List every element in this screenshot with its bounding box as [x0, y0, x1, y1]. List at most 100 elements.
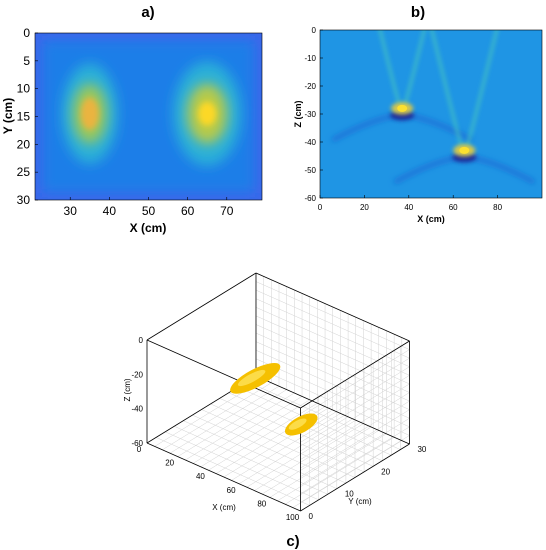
y-tick-label: 15	[17, 110, 31, 124]
y-axis-label: Z (cm)	[293, 100, 303, 127]
objects	[230, 363, 318, 436]
y-tick-label: 5	[23, 54, 30, 68]
x-axis-label: X (cm)	[130, 221, 167, 235]
x-tick-label: 0	[318, 203, 323, 212]
box-grid	[146, 272, 410, 512]
grid-line	[255, 298, 410, 367]
y-tick-label: 0	[312, 26, 317, 35]
y-tick-label: 0	[309, 512, 314, 521]
z-tick-label: -40	[131, 405, 143, 414]
x-ticks: 30 40 50 60 70	[64, 197, 234, 218]
grid-line	[300, 400, 410, 469]
x-tick-label: 80	[493, 203, 502, 212]
x-tick-label: 20	[165, 459, 174, 468]
z-axis-label: Z (cm)	[123, 378, 132, 401]
grid-line	[255, 332, 410, 402]
box-edge	[146, 442, 301, 512]
z-tick-label: 0	[139, 336, 144, 345]
hyperbola-apex	[397, 104, 408, 112]
y-tick-label: 20	[17, 137, 31, 151]
x-tick-label: 100	[286, 513, 300, 522]
panel-b-label: b)	[411, 4, 425, 21]
grid-line	[155, 437, 310, 506]
x-ticks: 0 20 40 60 80	[318, 195, 503, 212]
grid-line	[246, 381, 401, 450]
grid-line	[255, 350, 410, 419]
box-edge	[300, 443, 410, 512]
panel-a-label: a)	[141, 4, 154, 21]
grid-line	[255, 307, 410, 376]
x-tick-label: 40	[404, 203, 413, 212]
y-ticks: 0 -10 -20 -30 -40 -50 -60	[304, 26, 323, 203]
grid-line	[300, 366, 410, 434]
grid-line	[255, 289, 410, 359]
x-tick-label: 60	[449, 203, 458, 212]
panel-c: 0 20 40 60 80 100 0 10 20 30 0 -20 -40 -60 X (cm) Y…	[123, 272, 427, 550]
box-edge	[300, 340, 410, 409]
grid-line	[300, 392, 410, 460]
hyperbola-arm	[400, 30, 426, 110]
panel-a: a) 30 40 50 60 70 0 5 10 15 20 25 30 X (cm) Y (cm)	[1, 4, 263, 235]
z-tick-label: -60	[131, 439, 143, 448]
x-tick-label: 60	[181, 204, 195, 218]
y-tick-label: 0	[23, 26, 30, 40]
grid-line	[255, 324, 410, 393]
grid-line	[300, 349, 410, 417]
z-tick-label: -20	[131, 370, 143, 379]
x-tick-label: 0	[137, 445, 142, 454]
z-ticks: 0 -20 -40 -60	[131, 336, 143, 448]
x-tick-label: 70	[220, 204, 234, 218]
x-tick-label: 40	[196, 472, 205, 481]
y-axis-label: Y (cm)	[348, 497, 372, 506]
y-tick-label: -60	[304, 194, 316, 203]
hyperbola-arm	[463, 30, 499, 152]
heatmap-a	[35, 33, 262, 200]
hyperbola-apexes	[390, 102, 477, 163]
object-highlight	[288, 418, 307, 430]
y-tick-label: -10	[304, 54, 316, 63]
grid-line	[174, 426, 328, 495]
x-ticks: 0 20 40 60 80 100	[137, 445, 300, 522]
object-highlight	[237, 369, 266, 387]
heatmap-peak	[198, 101, 217, 126]
grid-line	[255, 367, 410, 436]
box-edge	[255, 375, 410, 445]
grid-line	[300, 435, 410, 503]
y-tick-label: 30	[17, 193, 31, 207]
grid-line	[300, 383, 410, 452]
x-tick-label: 80	[257, 499, 266, 508]
box-edge	[146, 272, 257, 341]
x-tick-label: 40	[103, 204, 117, 218]
box-edge	[146, 339, 301, 409]
grid-line	[210, 403, 365, 473]
hyperbola-arm	[378, 30, 404, 110]
y-tick-label: -20	[304, 82, 316, 91]
box-edge	[255, 272, 410, 342]
box-edges	[146, 272, 410, 512]
grid-line	[300, 375, 410, 443]
y-tick-label: 10	[345, 490, 354, 499]
x-tick-label: 20	[360, 203, 369, 212]
grid-line	[300, 409, 410, 477]
grid-line	[192, 414, 347, 484]
grid-line	[255, 358, 410, 428]
x-tick-label: 60	[227, 486, 236, 495]
y-ticks: 0 10 20 30	[309, 445, 427, 521]
x-tick-label: 30	[64, 204, 78, 218]
grid-line	[165, 431, 319, 501]
grid-line	[255, 281, 410, 350]
y-ticks: 0 5 10 15 20 25 30	[17, 26, 38, 207]
grid-line	[201, 409, 356, 478]
heatmap-b	[320, 30, 542, 198]
grid-line	[183, 420, 337, 489]
grid-line	[255, 315, 410, 385]
grid-line	[300, 357, 410, 426]
y-tick-label: 25	[17, 165, 31, 179]
y-tick-label: 20	[381, 467, 390, 476]
y-tick-label: -40	[304, 138, 316, 147]
x-axis-label: X (cm)	[417, 214, 445, 224]
panel-b: b) 0 20 40 60 80 0-10-20-30-40-50-60 X (cm) …	[293, 4, 543, 224]
hyperbola-arm	[430, 30, 466, 152]
grid-line	[300, 426, 410, 495]
